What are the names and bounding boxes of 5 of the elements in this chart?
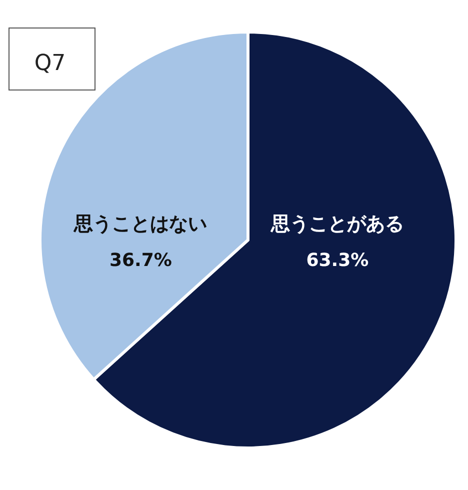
- slice-label: 思うことはない: [73, 213, 208, 235]
- text: Q7: [34, 51, 66, 76]
- data-label: 36.7%: [109, 250, 172, 271]
- slice-label: 思うことがある: [270, 213, 404, 235]
- data-label: 63.3%: [306, 250, 369, 271]
